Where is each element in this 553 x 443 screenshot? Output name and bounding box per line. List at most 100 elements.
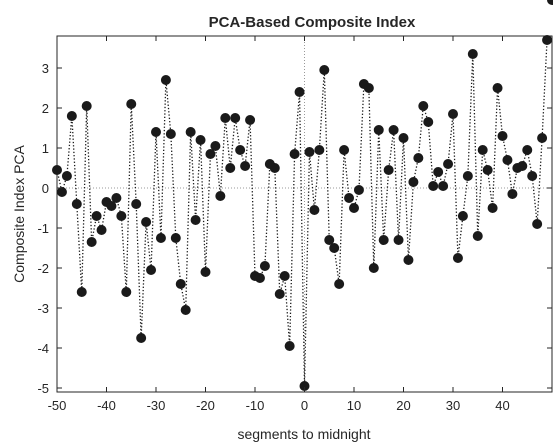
y-axis-label: Composite Index PCA	[11, 144, 27, 282]
data-point	[339, 145, 350, 155]
data-point	[438, 181, 449, 191]
data-point	[482, 165, 493, 175]
data-point	[279, 271, 290, 281]
data-point	[299, 381, 310, 391]
data-point	[314, 145, 325, 155]
data-point	[165, 129, 176, 139]
data-point	[428, 181, 439, 191]
data-point	[195, 135, 206, 145]
data-point	[309, 205, 320, 215]
data-point	[403, 255, 414, 265]
x-tick-label: 40	[495, 398, 509, 413]
data-point	[126, 99, 137, 109]
data-point	[319, 65, 330, 75]
data-point	[472, 231, 483, 241]
data-point	[121, 287, 132, 297]
data-point	[230, 113, 241, 123]
data-point	[269, 163, 280, 173]
data-point	[225, 163, 236, 173]
y-tick-label: -2	[37, 261, 49, 276]
data-point	[527, 171, 538, 181]
x-axis-ticks: -50 -40 -30 -20 -10 0 10 20 30 40	[48, 36, 510, 413]
data-point	[398, 133, 409, 143]
data-point	[52, 165, 62, 175]
x-tick-label: -10	[246, 398, 265, 413]
data-point	[467, 49, 478, 59]
x-tick-label: 0	[301, 398, 308, 413]
y-tick-label: -3	[37, 301, 49, 316]
y-tick-label: -1	[37, 221, 49, 236]
data-point	[146, 265, 157, 275]
data-point	[61, 171, 72, 181]
data-point	[522, 145, 533, 155]
data-point	[151, 127, 161, 137]
data-point	[413, 153, 424, 163]
reference-lines	[57, 36, 552, 392]
x-tick-label: 20	[396, 398, 410, 413]
data-point	[497, 131, 508, 141]
data-point	[76, 287, 87, 297]
data-point	[220, 113, 231, 123]
data-point	[368, 263, 379, 273]
x-axis-label: segments to midnight	[237, 426, 370, 442]
data-point	[492, 83, 503, 93]
data-point	[344, 193, 355, 203]
data-point	[106, 201, 117, 211]
x-tick-label: -30	[147, 398, 166, 413]
data-point	[205, 149, 216, 159]
data-point	[96, 225, 107, 235]
data-point	[462, 171, 473, 181]
x-tick-label: -20	[196, 398, 215, 413]
data-point	[116, 211, 127, 221]
data-point	[423, 117, 434, 127]
data-point	[71, 199, 82, 209]
data-point	[408, 177, 419, 187]
y-tick-label: 2	[42, 101, 49, 116]
data-point	[245, 115, 256, 125]
data-point	[294, 87, 305, 97]
data-point	[160, 75, 171, 85]
data-point	[284, 341, 295, 351]
data-point	[329, 243, 340, 253]
data-point	[235, 145, 246, 155]
chart-title: PCA-Based Composite Index	[209, 14, 416, 31]
data-point	[155, 233, 166, 243]
data-point	[487, 203, 498, 213]
data-point	[388, 125, 399, 135]
data-point	[353, 185, 364, 195]
data-point	[136, 333, 147, 343]
data-point	[433, 167, 444, 177]
data-point	[131, 199, 142, 209]
data-point	[259, 261, 270, 271]
data-point	[240, 161, 251, 171]
y-tick-label: 1	[42, 141, 49, 156]
x-tick-label: -50	[48, 398, 67, 413]
data-point	[349, 203, 359, 213]
data-point	[91, 211, 102, 221]
data-point	[254, 273, 265, 283]
series-markers	[52, 0, 553, 391]
data-point	[448, 109, 458, 119]
data-point	[180, 305, 191, 315]
data-point	[289, 149, 300, 159]
data-point	[418, 101, 429, 111]
data-point	[274, 289, 285, 299]
data-point	[378, 235, 389, 245]
data-point	[334, 279, 345, 289]
data-point	[547, 0, 553, 5]
data-point	[81, 101, 92, 111]
data-point	[324, 235, 335, 245]
data-point	[537, 133, 548, 143]
data-point	[86, 237, 97, 247]
data-point	[393, 235, 404, 245]
data-point	[210, 141, 221, 151]
data-point	[363, 83, 374, 93]
data-point	[452, 253, 463, 263]
data-point	[457, 211, 468, 221]
data-point	[383, 165, 394, 175]
data-point	[532, 219, 543, 229]
data-point	[517, 161, 528, 171]
data-point	[443, 159, 454, 169]
data-point	[175, 279, 186, 289]
